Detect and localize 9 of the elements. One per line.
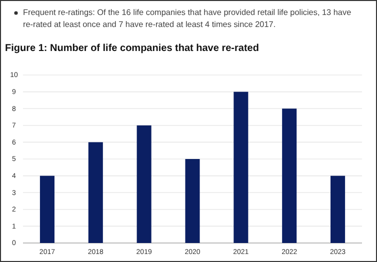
bar (234, 92, 248, 243)
bar (136, 125, 152, 243)
text: Frequent re-ratings: Of the 16 life companies that have provided retail life policies, 13 have re-rated at least once and 7 have re-rated at least 4 times since 2017. (23, 8, 352, 29)
bar (330, 176, 346, 243)
bar (185, 159, 200, 243)
bar (282, 108, 297, 243)
chart-title: Figure 1: Number of life companies that have re-rated (5, 43, 259, 54)
bar (88, 142, 103, 243)
bar (40, 176, 54, 243)
